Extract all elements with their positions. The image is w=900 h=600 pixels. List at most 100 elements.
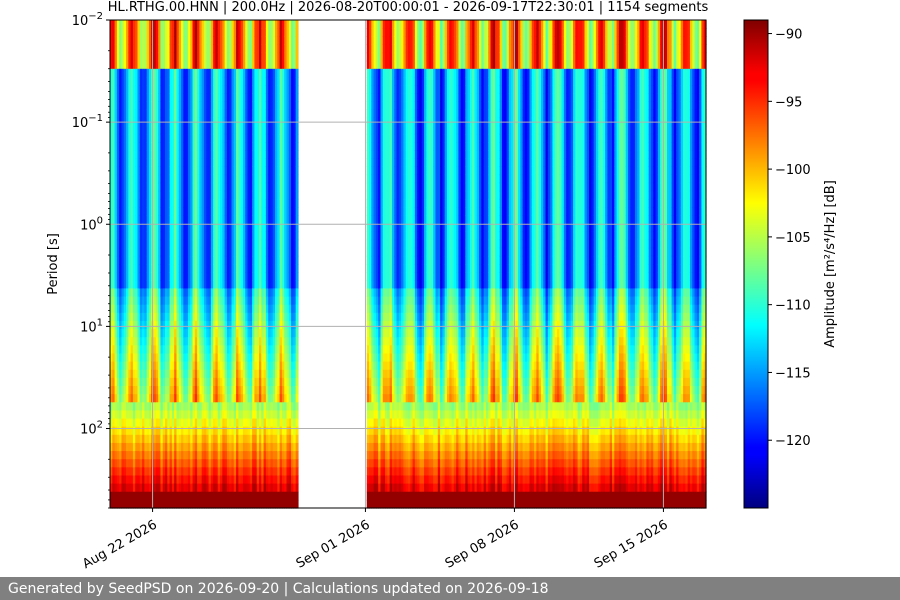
heatmap-cell: [217, 125, 221, 135]
heatmap-cell: [210, 451, 214, 460]
heatmap-cell: [176, 467, 180, 477]
heatmap-cell: [135, 255, 139, 265]
heatmap-cell: [194, 215, 198, 224]
heatmap-cell: [238, 402, 242, 411]
heatmap-cell: [245, 247, 249, 257]
heatmap-cell: [174, 451, 178, 460]
heatmap-cell: [197, 125, 200, 135]
heatmap-cell: [201, 150, 205, 159]
heatmap-cell: [270, 166, 274, 176]
heatmap-cell: [254, 337, 258, 346]
heatmap-cell: [121, 361, 125, 371]
heatmap-cell: [183, 109, 187, 119]
heatmap-cell: [226, 44, 230, 54]
heatmap-cell: [261, 394, 265, 403]
heatmap-cell: [277, 304, 281, 314]
heatmap-cell: [174, 198, 178, 208]
heatmap-cell: [265, 320, 269, 330]
heatmap-cell: [277, 125, 281, 135]
heatmap-cell: [240, 296, 244, 306]
heatmap-cell: [110, 491, 113, 501]
heatmap-cell: [236, 85, 239, 94]
heatmap-cell: [128, 174, 132, 184]
heatmap-cell: [199, 85, 203, 94]
heatmap-cell: [121, 353, 125, 363]
heatmap-cell: [128, 272, 132, 281]
heatmap-cell: [277, 451, 281, 460]
heatmap-cell: [249, 215, 253, 224]
heatmap-cell: [213, 288, 217, 298]
heatmap-cell: [238, 320, 242, 330]
heatmap-cell: [236, 93, 239, 102]
heatmap-cell: [281, 418, 285, 428]
heatmap-cell: [265, 426, 269, 436]
heatmap-cell: [236, 247, 239, 257]
heatmap-cell: [137, 320, 141, 330]
heatmap-cell: [185, 174, 189, 184]
heatmap-cell: [249, 491, 253, 501]
heatmap-cell: [263, 377, 267, 387]
heatmap-cell: [144, 337, 148, 346]
heatmap-cell: [110, 68, 113, 78]
heatmap-cell: [288, 166, 292, 176]
heatmap-cell: [132, 386, 136, 395]
heatmap-cell: [142, 337, 145, 346]
heatmap-cell: [119, 312, 123, 322]
heatmap-cell: [208, 410, 212, 420]
heatmap-cell: [268, 272, 272, 281]
heatmap-cell: [229, 207, 233, 216]
heatmap-cell: [226, 109, 230, 119]
heatmap-cell: [286, 353, 290, 363]
heatmap-cell: [240, 28, 244, 37]
heatmap-cell: [194, 475, 198, 485]
heatmap-cell: [263, 353, 267, 363]
heatmap-cell: [181, 182, 184, 192]
heatmap-cell: [203, 272, 207, 281]
heatmap-cell: [229, 150, 233, 159]
heatmap-cell: [286, 304, 290, 314]
heatmap-cell: [238, 426, 242, 436]
heatmap-cell: [181, 133, 184, 143]
heatmap-cell: [192, 353, 196, 363]
heatmap-cell: [137, 345, 141, 355]
heatmap-cell: [259, 198, 262, 208]
heatmap-cell: [220, 190, 223, 200]
heatmap-cell: [281, 296, 285, 306]
heatmap-cell: [215, 28, 219, 37]
heatmap-cell: [181, 247, 184, 257]
heatmap-cell: [295, 223, 299, 233]
heatmap-cell: [259, 28, 262, 37]
heatmap-cell: [256, 60, 260, 70]
heatmap-cell: [272, 483, 276, 493]
heatmap-cell: [144, 467, 148, 477]
heatmap-cell: [286, 320, 290, 330]
heatmap-cell: [275, 402, 278, 411]
heatmap-cell: [110, 44, 113, 54]
heatmap-cell: [281, 353, 285, 363]
heatmap-cell: [169, 109, 173, 119]
heatmap-cell: [158, 198, 162, 208]
heatmap-cell: [208, 231, 212, 241]
heatmap-cell: [201, 369, 205, 379]
heatmap-cell: [229, 76, 233, 86]
heatmap-cell: [226, 133, 230, 143]
heatmap-cell: [160, 158, 164, 167]
heatmap-cell: [121, 402, 125, 411]
heatmap-cell: [194, 36, 198, 45]
heatmap-cell: [123, 190, 127, 200]
heatmap-cell: [128, 418, 132, 428]
heatmap-cell: [281, 150, 285, 159]
heatmap-cell: [194, 459, 198, 468]
heatmap-cell: [181, 20, 184, 29]
heatmap-cell: [233, 467, 237, 477]
heatmap-cell: [139, 434, 143, 444]
heatmap-cell: [261, 459, 265, 468]
heatmap-cell: [137, 386, 141, 395]
heatmap-cell: [270, 410, 274, 420]
heatmap-cell: [226, 394, 230, 403]
heatmap-cell: [254, 402, 258, 411]
heatmap-cell: [254, 418, 258, 428]
heatmap-cell: [119, 434, 123, 444]
heatmap-cell: [242, 142, 246, 151]
heatmap-cell: [114, 491, 118, 501]
